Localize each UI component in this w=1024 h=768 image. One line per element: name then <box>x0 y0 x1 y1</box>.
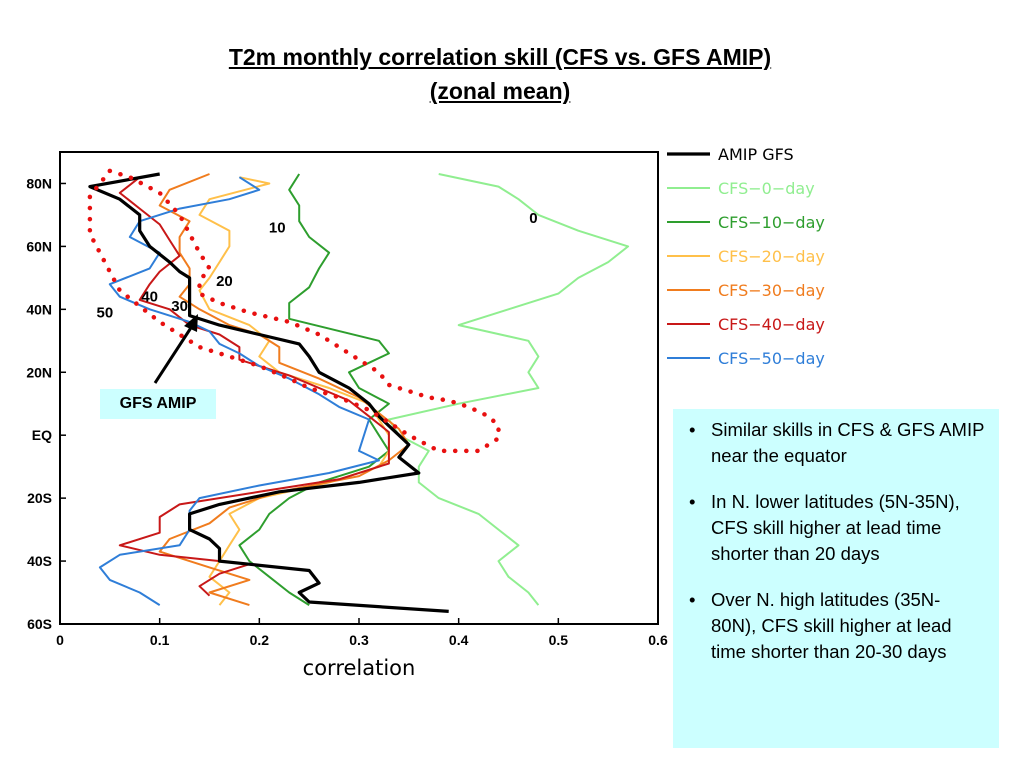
dotted-envelope <box>87 168 501 454</box>
series-line-3 <box>198 176 390 606</box>
legend-label: CFS−30−day <box>718 281 825 300</box>
y-tick-label: 40S <box>27 553 52 569</box>
x-tick-label: 0.5 <box>549 632 569 648</box>
legend-label: CFS−0−day <box>718 179 815 198</box>
x-tick-label: 0.6 <box>648 632 668 648</box>
lead-label: 30 <box>171 298 188 315</box>
series-group <box>88 172 630 613</box>
y-tick-label: 20N <box>26 364 52 380</box>
summary-point-1: Similar skills in CFS & GFS AMIP near th… <box>685 417 985 469</box>
y-tick-label: 60N <box>26 238 52 254</box>
summary-point-3: Over N. high latitudes (35N-80N), CFS sk… <box>685 587 985 665</box>
lead-label: 50 <box>97 304 114 321</box>
x-tick-label: 0.1 <box>150 632 170 648</box>
series-line-5 <box>118 176 390 597</box>
callout-arrowhead <box>184 314 198 332</box>
title-line-1: T2m monthly correlation skill (CFS vs. G… <box>228 44 772 70</box>
series-line-2 <box>238 173 390 606</box>
legend-label: AMIP GFS <box>718 145 794 164</box>
summary-list: Similar skills in CFS & GFS AMIP near th… <box>685 417 985 665</box>
x-axis-label: correlation <box>303 656 416 680</box>
x-tick-label: 0.2 <box>250 632 270 648</box>
lead-label: 40 <box>141 289 158 306</box>
callout-arrow <box>153 319 198 384</box>
x-tick-label: 0 <box>56 632 64 648</box>
envelope-group <box>87 168 501 454</box>
x-tick-label: 0.3 <box>349 632 369 648</box>
axis-ticks: 0 0.1 0.2 0.3 0.4 0.5 0.6 60S 40S 20S EQ 20N 40N 60N 8… <box>26 175 668 648</box>
y-tick-label: 40N <box>26 301 52 317</box>
legend-label: CFS−20−day <box>718 247 825 266</box>
series-line-0 <box>88 172 449 613</box>
series-line-1 <box>387 173 630 606</box>
annotations: 0 10 20 40 30 50 <box>97 210 538 321</box>
title-line-2: (zonal mean) <box>429 78 571 104</box>
legend-label: CFS−50−day <box>718 349 825 368</box>
y-tick-label: 60S <box>27 616 52 632</box>
y-tick-label: 80N <box>26 175 52 191</box>
lead-label: 10 <box>269 220 286 237</box>
gfs-amip-callout: GFS AMIP <box>100 389 216 419</box>
lead-label: 20 <box>216 273 233 290</box>
series-line-6 <box>98 176 380 606</box>
lead-label: 0 <box>529 210 537 227</box>
legend-label: CFS−10−day <box>718 213 825 232</box>
x-tick-label: 0.4 <box>449 632 469 648</box>
slide-title: T2m monthly correlation skill (CFS vs. G… <box>0 40 1000 108</box>
y-tick-label: 20S <box>27 490 52 506</box>
legend: AMIP GFS CFS−0−day CFS−10−day CFS−20−day CFS… <box>667 145 825 368</box>
legend-label: CFS−40−day <box>718 315 825 334</box>
series-line-4 <box>158 173 410 607</box>
summary-point-2: In N. lower latitudes (5N-35N), CFS skil… <box>685 489 985 567</box>
y-tick-label: EQ <box>32 427 52 443</box>
summary-box: Similar skills in CFS & GFS AMIP near th… <box>673 409 999 748</box>
